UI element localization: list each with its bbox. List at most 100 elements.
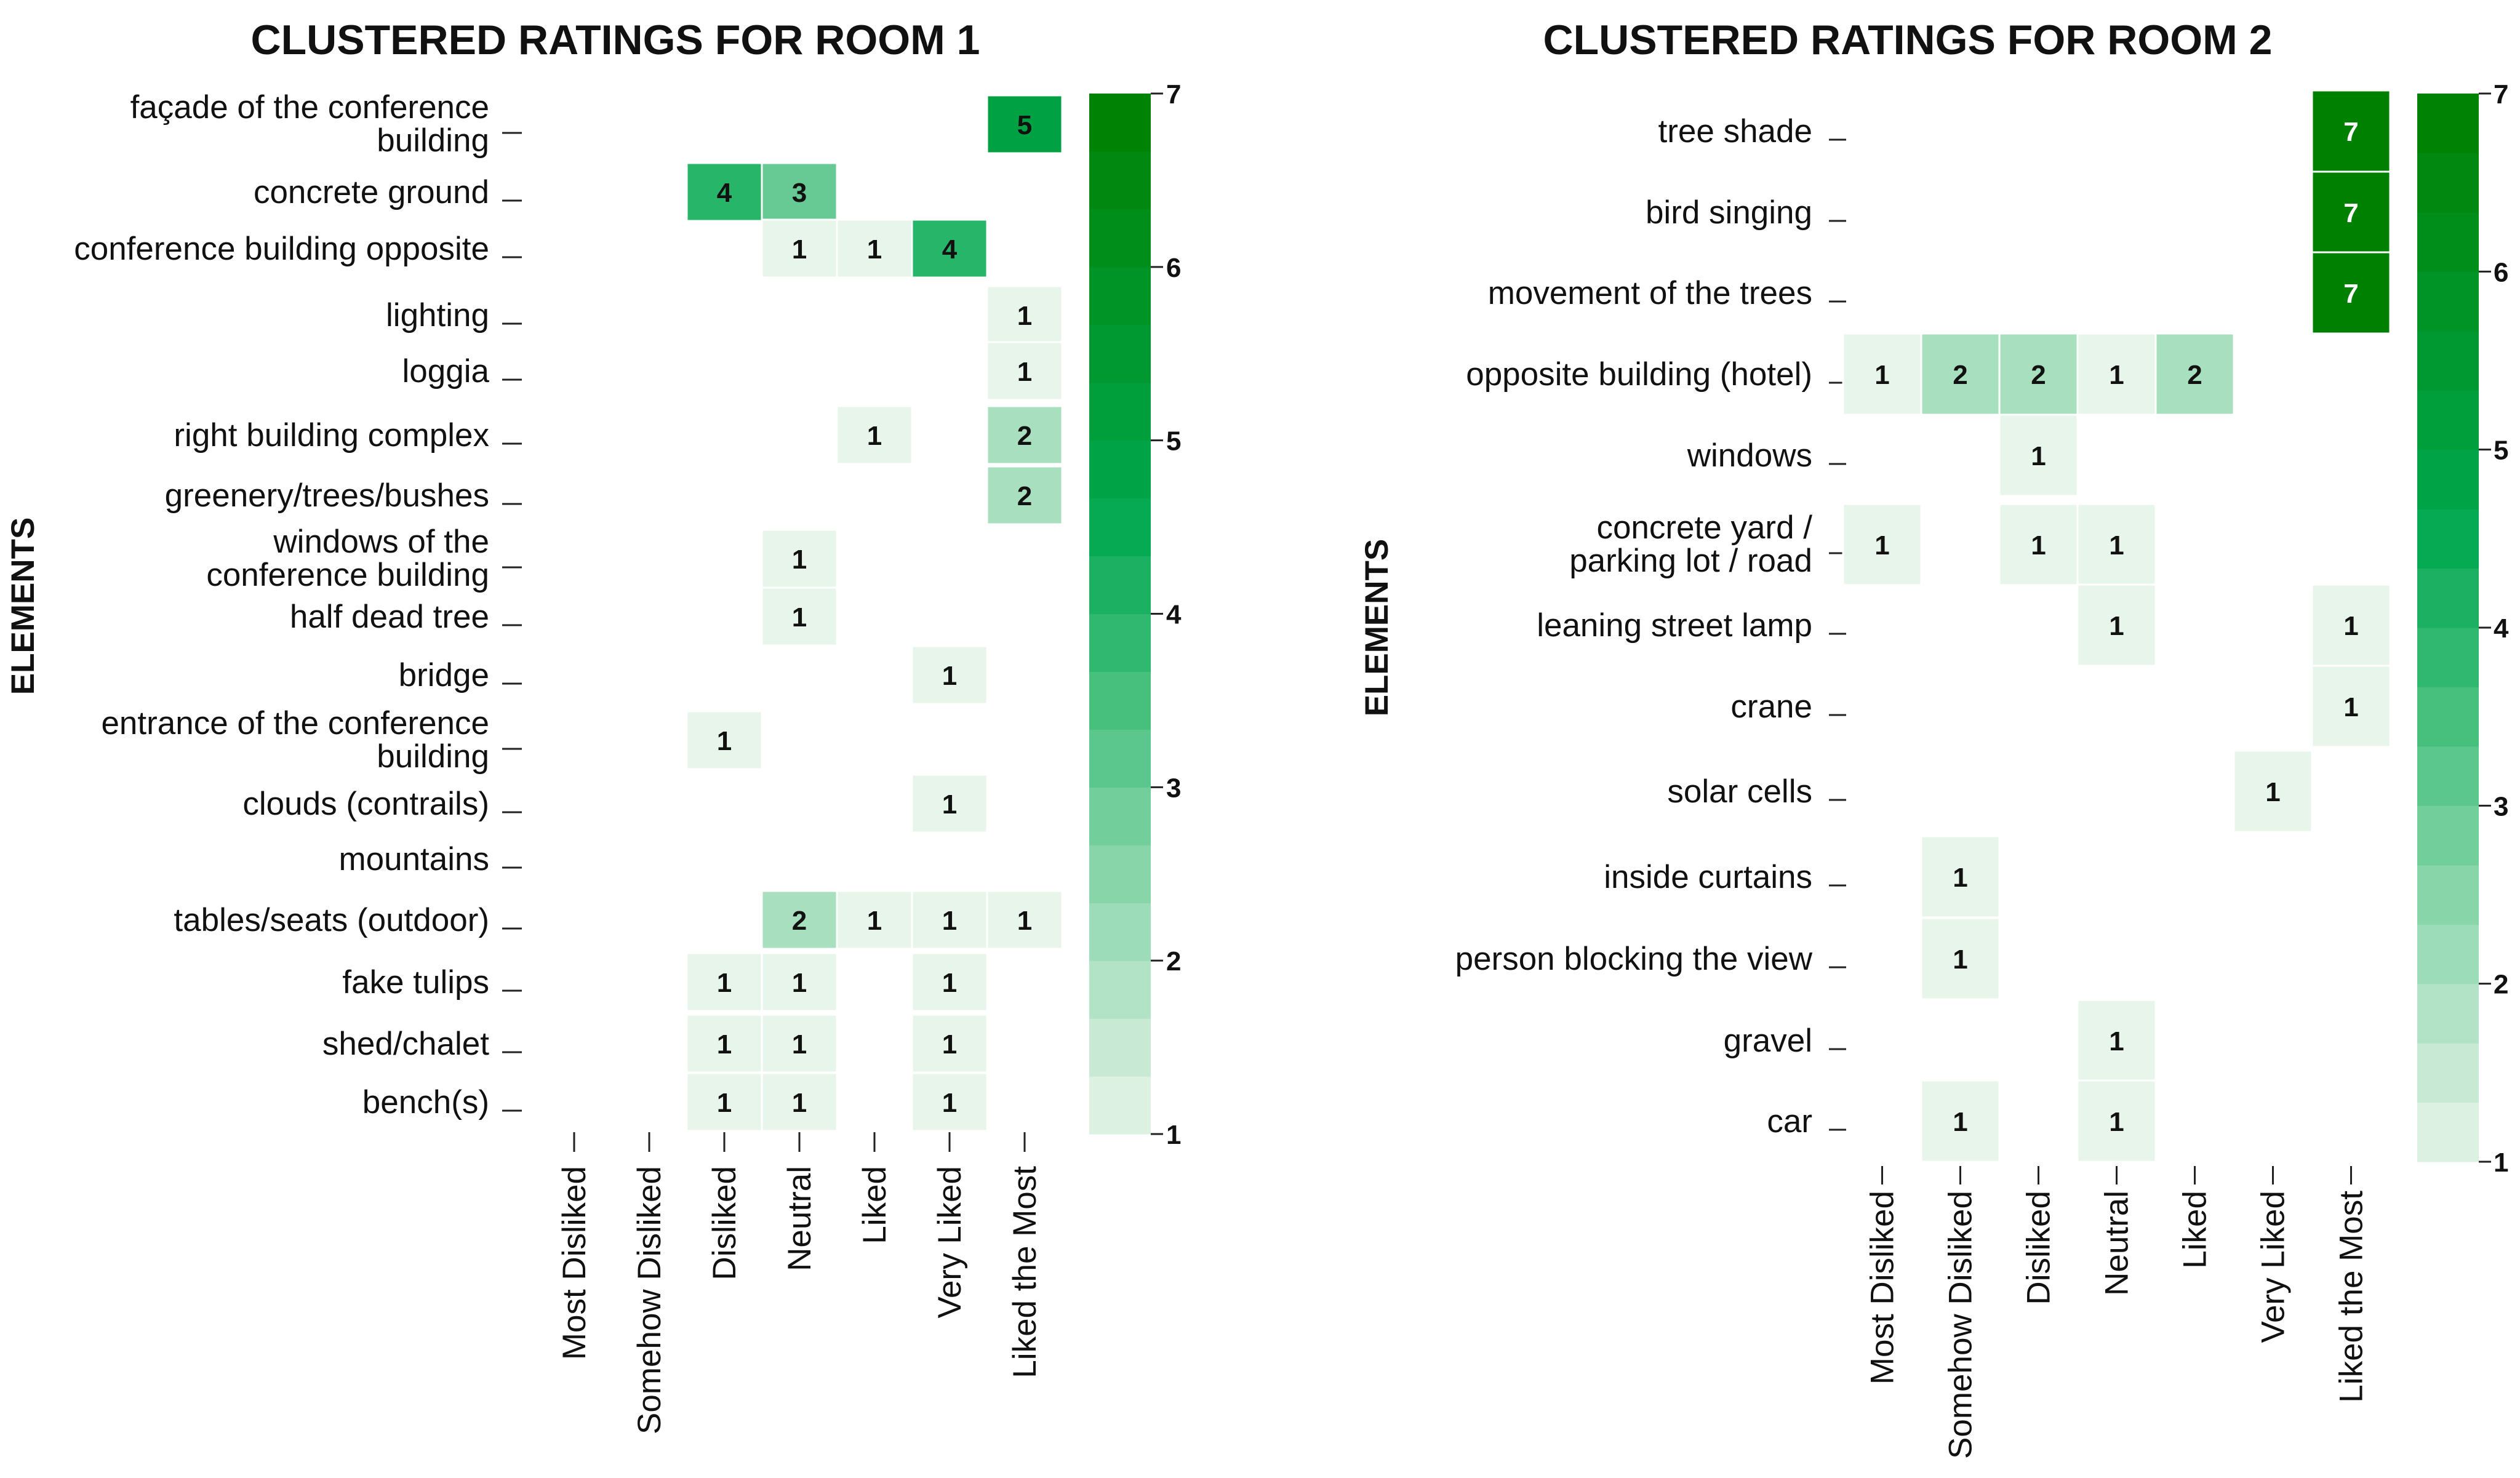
colorbar-band xyxy=(1089,845,1151,903)
cell-value: 4 xyxy=(717,178,732,208)
cell-value: 4 xyxy=(942,234,958,265)
cell-value: 1 xyxy=(867,421,882,451)
cell-value: 1 xyxy=(717,726,732,756)
heatmap-cell xyxy=(911,218,988,279)
cell-value: 2 xyxy=(2031,360,2046,390)
cell-value: 1 xyxy=(2109,611,2124,641)
colorbar-band xyxy=(1089,556,1151,615)
colorbar-tick-label: 4 xyxy=(1166,600,1182,630)
colorbar-tick-label: 2 xyxy=(1166,946,1181,977)
y-tick-label: leaning street lamp xyxy=(1537,607,1812,644)
heatmap-cell xyxy=(1842,332,1922,416)
x-tick-label: Somehow Disliked xyxy=(1943,1191,1979,1459)
colorbar-band xyxy=(1089,498,1151,557)
x-tick-label: Very Liked xyxy=(2255,1191,2292,1343)
heatmap-cell xyxy=(761,1013,838,1074)
cell-value: 7 xyxy=(2343,117,2358,147)
colorbar-band xyxy=(2417,1043,2479,1103)
cell-value: 1 xyxy=(792,1029,807,1060)
y-tick-label: conference building opposite xyxy=(74,231,489,267)
cell-value: 1 xyxy=(1017,906,1032,936)
cell-value: 1 xyxy=(2109,530,2124,561)
y-tick-label: gravel xyxy=(1724,1023,1812,1059)
y-tick-label: bird singing xyxy=(1646,194,1812,231)
colorbar-tick-label: 7 xyxy=(2494,79,2508,110)
heatmap-cell xyxy=(761,218,838,279)
heatmap-cell xyxy=(761,1072,838,1132)
colorbar-band xyxy=(1089,729,1151,788)
cell-value: 2 xyxy=(2187,360,2202,390)
y-tick-label: half dead tree xyxy=(290,599,489,635)
cell-value: 1 xyxy=(1874,360,1889,390)
x-tick-label: Disliked xyxy=(2021,1191,2057,1305)
y-tick-label: tables/seats (outdoor) xyxy=(174,902,489,938)
y-tick-label: concrete yard / parking lot / road xyxy=(1569,509,1812,579)
heatmap-cell xyxy=(2076,332,2157,416)
chart-title: CLUSTERED RATINGS FOR ROOM 1 xyxy=(251,17,980,63)
heatmap-cell xyxy=(2311,665,2391,748)
x-tick-label: Most Disliked xyxy=(1865,1191,1901,1384)
chart-room-2: CLUSTERED RATINGS FOR ROOM 2 ELEMENTS tree… xyxy=(1359,17,2509,1459)
heatmap-cell xyxy=(2311,89,2391,173)
colorbar-band xyxy=(2417,390,2479,450)
colorbar-tick-label: 4 xyxy=(2494,613,2509,644)
heatmap-cell xyxy=(761,952,838,1012)
cell-value: 1 xyxy=(2031,530,2046,561)
x-tick-label: Somehow Disliked xyxy=(631,1166,668,1434)
y-tick-label: loggia xyxy=(402,353,490,389)
cell-value: 1 xyxy=(942,789,957,820)
heatmap-cell xyxy=(761,529,838,589)
heatmap-cell xyxy=(836,405,913,465)
heatmap-cell xyxy=(986,94,1063,154)
colorbar-band xyxy=(2417,746,2479,806)
colorbar-band xyxy=(2417,449,2479,509)
heatmap-cell xyxy=(686,952,763,1012)
cell-value: 1 xyxy=(1017,357,1032,387)
cell-value: 1 xyxy=(942,1029,957,1060)
colorbar-tick-label: 6 xyxy=(2494,257,2508,287)
heatmap-cell xyxy=(686,162,763,222)
x-tick-label: Disliked xyxy=(706,1166,743,1280)
colorbar-band xyxy=(2417,94,2479,154)
heatmap-cell xyxy=(2076,1079,2157,1163)
heatmap-cell xyxy=(2233,749,2313,833)
heatmap-cell xyxy=(911,1013,988,1074)
colorbar-tick-label: 3 xyxy=(1166,773,1181,803)
cell-value: 1 xyxy=(1874,530,1889,561)
heatmap-cell xyxy=(1920,917,2001,1001)
heatmap-cell xyxy=(1842,503,1922,586)
heatmap-cell xyxy=(911,645,988,705)
colorbar-band xyxy=(2417,1102,2479,1162)
y-tick-label: lighting xyxy=(386,297,489,334)
y-tick-label: right building complex xyxy=(174,417,489,453)
y-axis-title: ELEMENTS xyxy=(5,517,41,695)
heatmap-cell xyxy=(761,890,838,950)
cell-value: 1 xyxy=(792,1088,807,1118)
chart-title: CLUSTERED RATINGS FOR ROOM 2 xyxy=(1543,17,2273,63)
colorbar-band xyxy=(1089,266,1151,326)
heatmap-cell xyxy=(2154,332,2235,416)
y-tick-label: windows xyxy=(1687,437,1812,474)
colorbar-band xyxy=(1089,961,1151,1019)
heatmap-cell xyxy=(1998,413,2079,497)
y-tick-label: fake tulips xyxy=(342,964,489,1001)
y-tick-label: mountains xyxy=(338,841,489,877)
cell-value: 1 xyxy=(1953,945,1967,975)
heatmap-cell xyxy=(686,710,763,770)
y-tick-label: clouds (contrails) xyxy=(242,786,489,822)
colorbar-band xyxy=(1089,440,1151,499)
x-tick-label: Very Liked xyxy=(932,1166,968,1318)
colorbar-band xyxy=(2417,865,2479,925)
colorbar-band xyxy=(2417,983,2479,1044)
cell-value: 1 xyxy=(792,234,807,265)
colorbar-tick-label: 2 xyxy=(2494,970,2508,1000)
cell-value: 1 xyxy=(1017,301,1032,331)
cell-value: 1 xyxy=(792,602,807,633)
heatmap-cell xyxy=(986,341,1063,401)
y-axis-title: ELEMENTS xyxy=(1359,539,1395,717)
heatmap-cell xyxy=(986,465,1063,525)
heatmap-cell xyxy=(911,952,988,1012)
y-tick-label: concrete ground xyxy=(254,174,489,210)
cell-value: 1 xyxy=(942,906,957,936)
y-tick-label: entrance of the conference building xyxy=(101,705,489,775)
